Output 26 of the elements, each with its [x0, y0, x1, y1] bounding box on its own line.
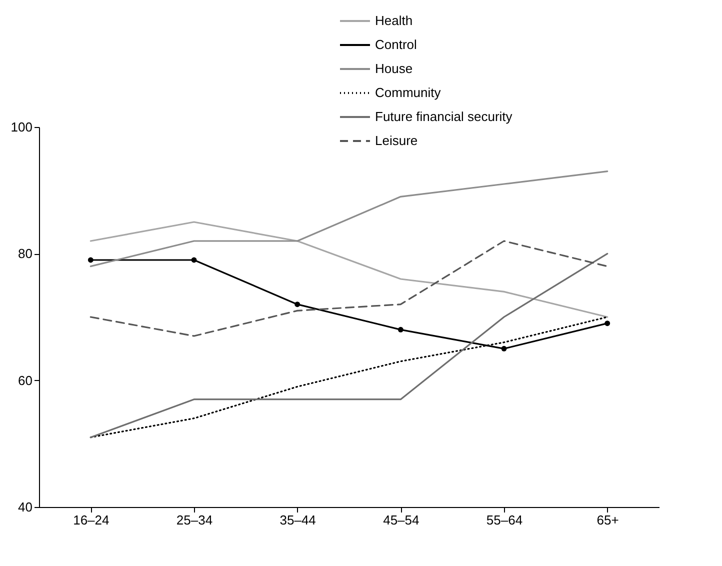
point	[88, 257, 94, 263]
line-series	[90, 170, 608, 268]
legend-label: Community	[375, 85, 442, 100]
legend-label: Control	[375, 37, 418, 52]
y-tick-label: 80	[18, 246, 32, 262]
x-tick-label: 16–24	[73, 512, 110, 528]
x-tick-label: 55–64	[486, 512, 523, 528]
line-series	[90, 221, 608, 318]
x-tick-label: 45–54	[383, 512, 420, 528]
legend-label: Future financial security	[375, 109, 513, 124]
point	[398, 326, 404, 332]
y-tick-label: 40	[18, 500, 32, 514]
x-tick-label: 25–34	[176, 512, 213, 528]
y-tick-label: 100	[10, 120, 32, 134]
point	[501, 346, 507, 352]
point	[191, 257, 197, 263]
legend-label: Health	[375, 13, 413, 28]
legend-label: House	[375, 61, 413, 76]
point	[294, 302, 300, 308]
legend-label: Leisure	[375, 133, 418, 148]
x-tick-label: 65+	[596, 512, 619, 528]
line-series	[90, 252, 608, 438]
line-series	[90, 240, 608, 337]
point	[604, 320, 610, 326]
x-tick-label: 35–44	[280, 512, 316, 528]
y-tick-label: 60	[18, 372, 32, 388]
